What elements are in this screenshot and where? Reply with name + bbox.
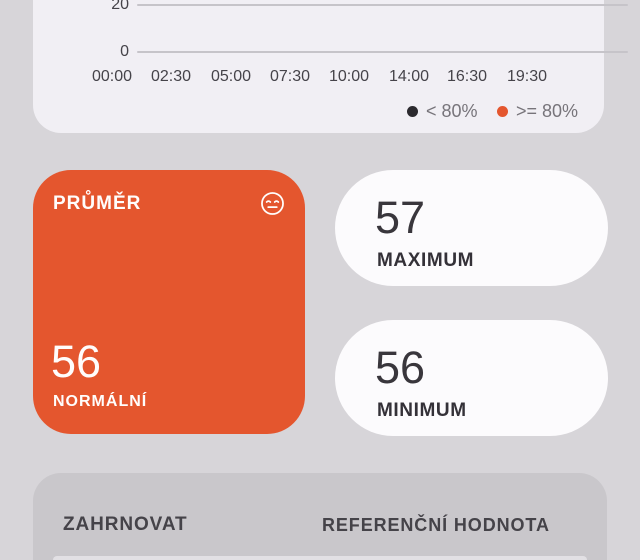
y-axis-tick: 20 xyxy=(111,0,129,13)
maximum-value: 57 xyxy=(375,192,426,243)
x-axis-tick: 05:00 xyxy=(210,68,252,85)
black-dot-icon xyxy=(407,105,418,117)
minimum-card[interactable]: 56 MINIMUM xyxy=(335,320,608,436)
chart-card[interactable]: 20 0 00:00 02:30 05:00 07:30 10:00 14:00… xyxy=(33,0,628,133)
column-header-reference: REFERENČNÍ HODNOTA xyxy=(322,515,550,535)
x-axis-tick: 00:00 xyxy=(91,68,133,85)
average-value: 56 xyxy=(51,336,102,387)
average-card[interactable]: PRŮMĚR 56 NORMÁLNÍ xyxy=(33,170,305,434)
average-status: NORMÁLNÍ xyxy=(53,393,148,410)
y-axis-tick: 0 xyxy=(120,43,129,60)
neutral-face-icon xyxy=(260,191,285,216)
gridline-0 xyxy=(137,51,628,53)
legend-item-below-80: < 80% xyxy=(407,101,478,121)
gridline-20 xyxy=(137,4,628,6)
legend-item-above-80: >= 80% xyxy=(497,101,578,121)
x-axis-tick: 16:30 xyxy=(446,68,488,85)
maximum-label: MAXIMUM xyxy=(377,250,475,271)
table-row xyxy=(53,556,587,560)
legend-label: >= 80% xyxy=(516,101,579,121)
legend-label: < 80% xyxy=(426,101,478,121)
average-title: PRŮMĚR xyxy=(53,193,142,214)
x-axis-tick: 14:00 xyxy=(388,68,430,85)
orange-dot-icon xyxy=(497,105,508,117)
minimum-value: 56 xyxy=(375,342,426,393)
maximum-card[interactable]: 57 MAXIMUM xyxy=(335,170,608,286)
column-header-include: ZAHRNOVAT xyxy=(63,514,188,535)
x-axis-tick: 10:00 xyxy=(328,68,370,85)
reference-table-card[interactable]: ZAHRNOVAT REFERENČNÍ HODNOTA xyxy=(33,473,607,560)
minimum-label: MINIMUM xyxy=(377,400,467,421)
x-axis-tick: 19:30 xyxy=(506,68,548,85)
x-axis-tick: 02:30 xyxy=(150,68,192,85)
x-axis-tick: 07:30 xyxy=(269,68,311,85)
